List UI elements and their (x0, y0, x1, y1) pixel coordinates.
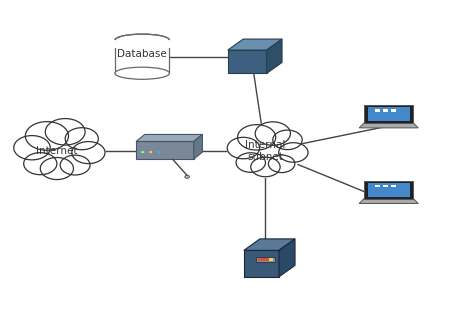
Circle shape (14, 135, 50, 160)
Circle shape (24, 153, 57, 175)
Circle shape (185, 175, 190, 178)
Polygon shape (136, 135, 202, 141)
Polygon shape (364, 181, 413, 198)
Circle shape (237, 125, 276, 150)
Circle shape (227, 137, 260, 159)
Ellipse shape (16, 122, 98, 180)
Circle shape (60, 155, 90, 175)
Polygon shape (115, 40, 169, 73)
Polygon shape (228, 39, 282, 50)
Circle shape (45, 118, 85, 145)
Ellipse shape (228, 124, 302, 178)
Polygon shape (244, 239, 295, 250)
Polygon shape (375, 109, 380, 112)
Ellipse shape (115, 67, 169, 79)
Polygon shape (228, 50, 266, 73)
Circle shape (149, 151, 152, 153)
Circle shape (273, 130, 302, 150)
Text: Internal
subnet: Internal subnet (245, 140, 286, 162)
Circle shape (65, 128, 99, 150)
Polygon shape (194, 135, 202, 159)
Polygon shape (375, 185, 380, 187)
Polygon shape (136, 141, 194, 159)
Text: Database: Database (118, 49, 167, 60)
Polygon shape (359, 123, 418, 128)
Polygon shape (256, 257, 274, 262)
Polygon shape (244, 250, 279, 277)
Polygon shape (266, 39, 282, 73)
Polygon shape (364, 105, 413, 123)
Circle shape (268, 155, 295, 173)
Polygon shape (359, 198, 418, 203)
Polygon shape (391, 185, 396, 187)
Circle shape (279, 143, 308, 162)
Circle shape (26, 122, 69, 150)
Polygon shape (258, 258, 268, 261)
Polygon shape (279, 239, 295, 277)
Polygon shape (391, 109, 396, 112)
Circle shape (141, 151, 144, 153)
Circle shape (157, 151, 160, 153)
Polygon shape (112, 40, 172, 48)
Ellipse shape (115, 34, 169, 46)
Polygon shape (368, 183, 410, 197)
Polygon shape (268, 258, 273, 261)
Polygon shape (368, 107, 410, 122)
Circle shape (40, 158, 73, 180)
Text: Internet: Internet (36, 146, 78, 156)
Polygon shape (383, 185, 388, 187)
Circle shape (251, 157, 280, 177)
Circle shape (236, 153, 265, 172)
Circle shape (255, 122, 291, 145)
Circle shape (72, 141, 105, 163)
Polygon shape (383, 109, 388, 112)
